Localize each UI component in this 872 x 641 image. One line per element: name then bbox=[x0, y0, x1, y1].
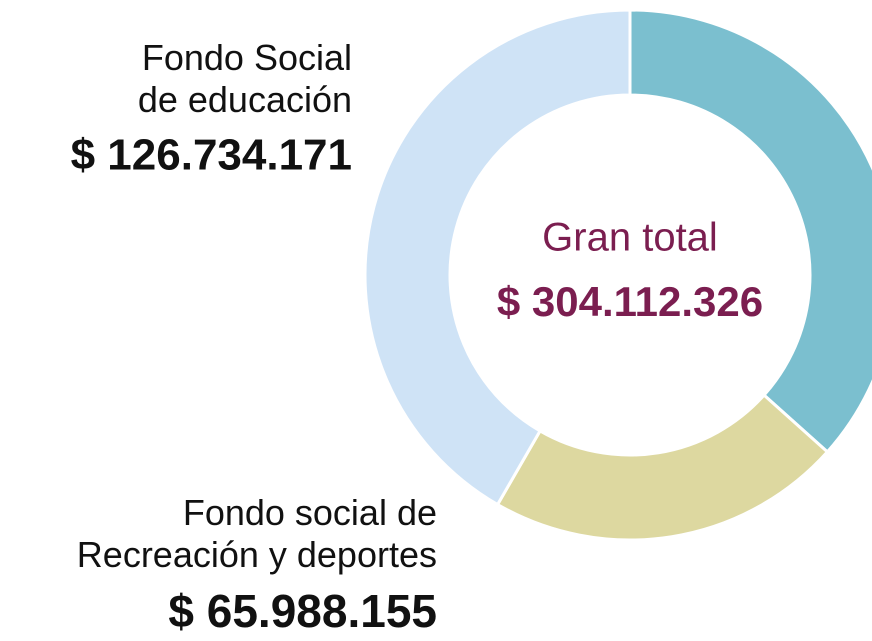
total-label: $ 304.112.326 bbox=[497, 278, 763, 325]
center-label: Gran total bbox=[542, 216, 718, 260]
donut-segment bbox=[363, 8, 632, 507]
donut-segment bbox=[495, 392, 830, 542]
donut-segment bbox=[628, 8, 872, 454]
segment-label: Fondo Social de educación bbox=[138, 37, 352, 120]
segment-value: $ 126.734.171 bbox=[71, 131, 352, 180]
segment-label: Fondo social de Recreación y deportes bbox=[77, 492, 437, 575]
segment-value: $ 65.988.155 bbox=[168, 585, 437, 637]
